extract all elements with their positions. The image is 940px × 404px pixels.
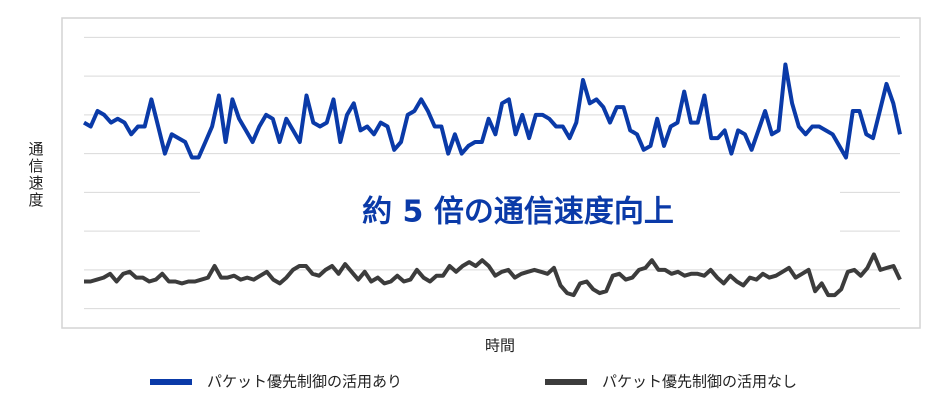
series-line [84,252,902,298]
x-axis-label: 時間 [485,337,515,355]
annotation: 約 5 倍の通信速度向上 [362,195,674,230]
annotation-bg [200,190,840,234]
legend-label: パケット優先制御の活用なし [602,373,797,391]
series-line [82,62,902,160]
legend-label: パケット優先制御の活用あり [207,373,402,391]
y-axis-label: 通信速度 [27,141,45,209]
